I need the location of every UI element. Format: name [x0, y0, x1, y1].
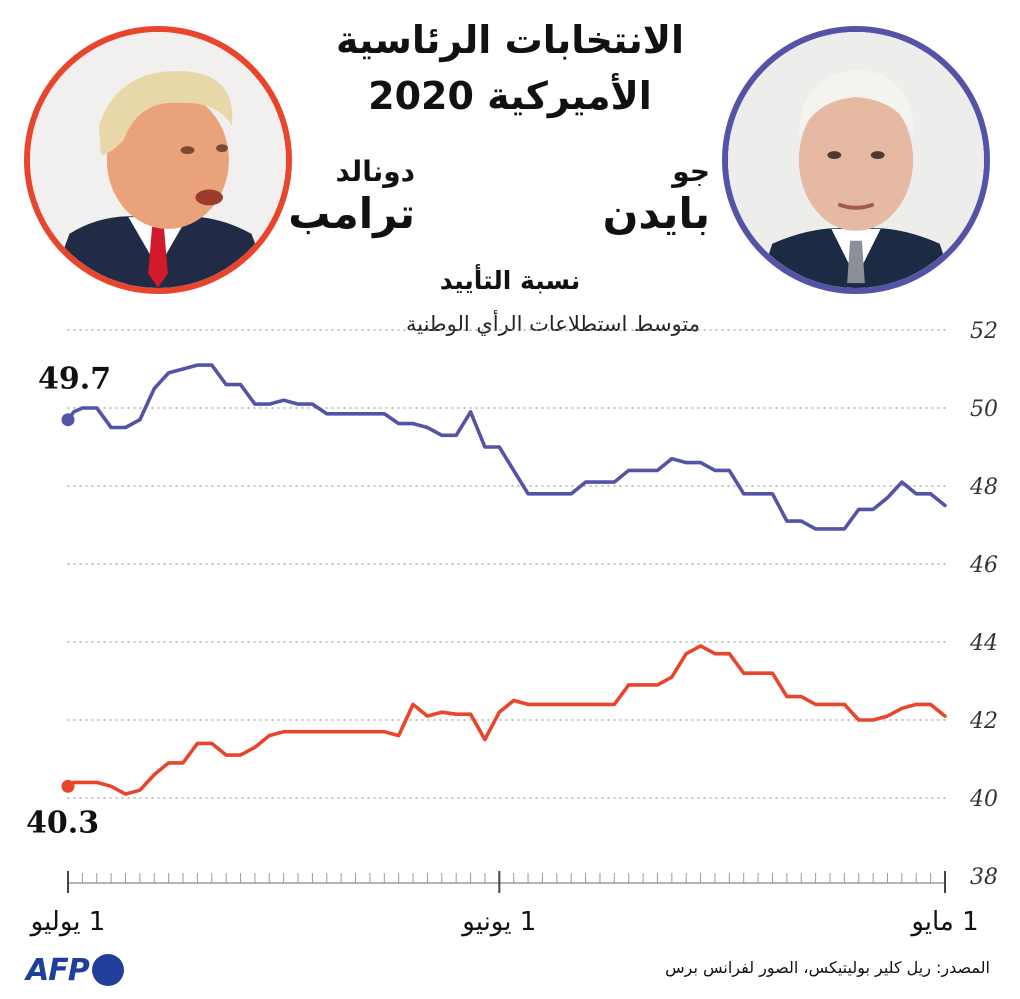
afp-logo: AFP [26, 950, 124, 990]
x-tick-label: 1 مايو [909, 907, 978, 937]
y-tick-label: 46 [969, 553, 998, 578]
series-end-label-1: 40.3 [26, 805, 99, 840]
y-tick-label: 38 [970, 865, 998, 890]
series-line-1 [66, 644, 947, 796]
y-tick-label: 52 [970, 319, 998, 344]
series-end-label-0: 49.7 [38, 362, 111, 397]
y-tick-label: 50 [970, 397, 998, 422]
title-line-1: الانتخابات الرئاسية [335, 18, 685, 62]
x-tick-label: 1 يونيو [460, 907, 536, 937]
biden-portrait-illustration [728, 32, 984, 288]
source-credit: المصدر: ريل كلير بوليتيكس، الصور لفرانس … [665, 958, 990, 977]
trump-first-name: دونالد [335, 155, 416, 188]
biden-first-name: جو [672, 155, 710, 188]
y-tick-label: 42 [969, 709, 998, 734]
trump-portrait-illustration [30, 32, 286, 288]
afp-logo-text: AFP [26, 952, 90, 988]
y-tick-label: 40 [969, 787, 998, 812]
title-line-2: الأميركية 2020 [368, 74, 652, 118]
trump-last-name: ترامب [288, 189, 415, 238]
biden-last-name: بايدن [602, 189, 710, 238]
y-tick-label: 48 [969, 475, 998, 500]
afp-logo-dot-icon [91, 954, 124, 986]
chart-subnote: متوسط استطلاعات الرأي الوطنية [405, 312, 700, 336]
trump-portrait [24, 26, 292, 294]
biden-name: جو بايدن [560, 156, 710, 240]
chart-subtitle: نسبة التأييد [439, 266, 581, 295]
series-start-point-1 [61, 779, 75, 793]
series-start-point-0 [61, 413, 75, 427]
x-tick-label: 1 يوليو [29, 907, 106, 937]
series-line-0 [66, 363, 947, 531]
y-tick-label: 44 [969, 631, 998, 656]
trump-name: دونالد ترامب [270, 156, 415, 240]
biden-portrait [722, 26, 990, 294]
page-title: الانتخابات الرئاسية الأميركية 2020 [300, 12, 720, 124]
